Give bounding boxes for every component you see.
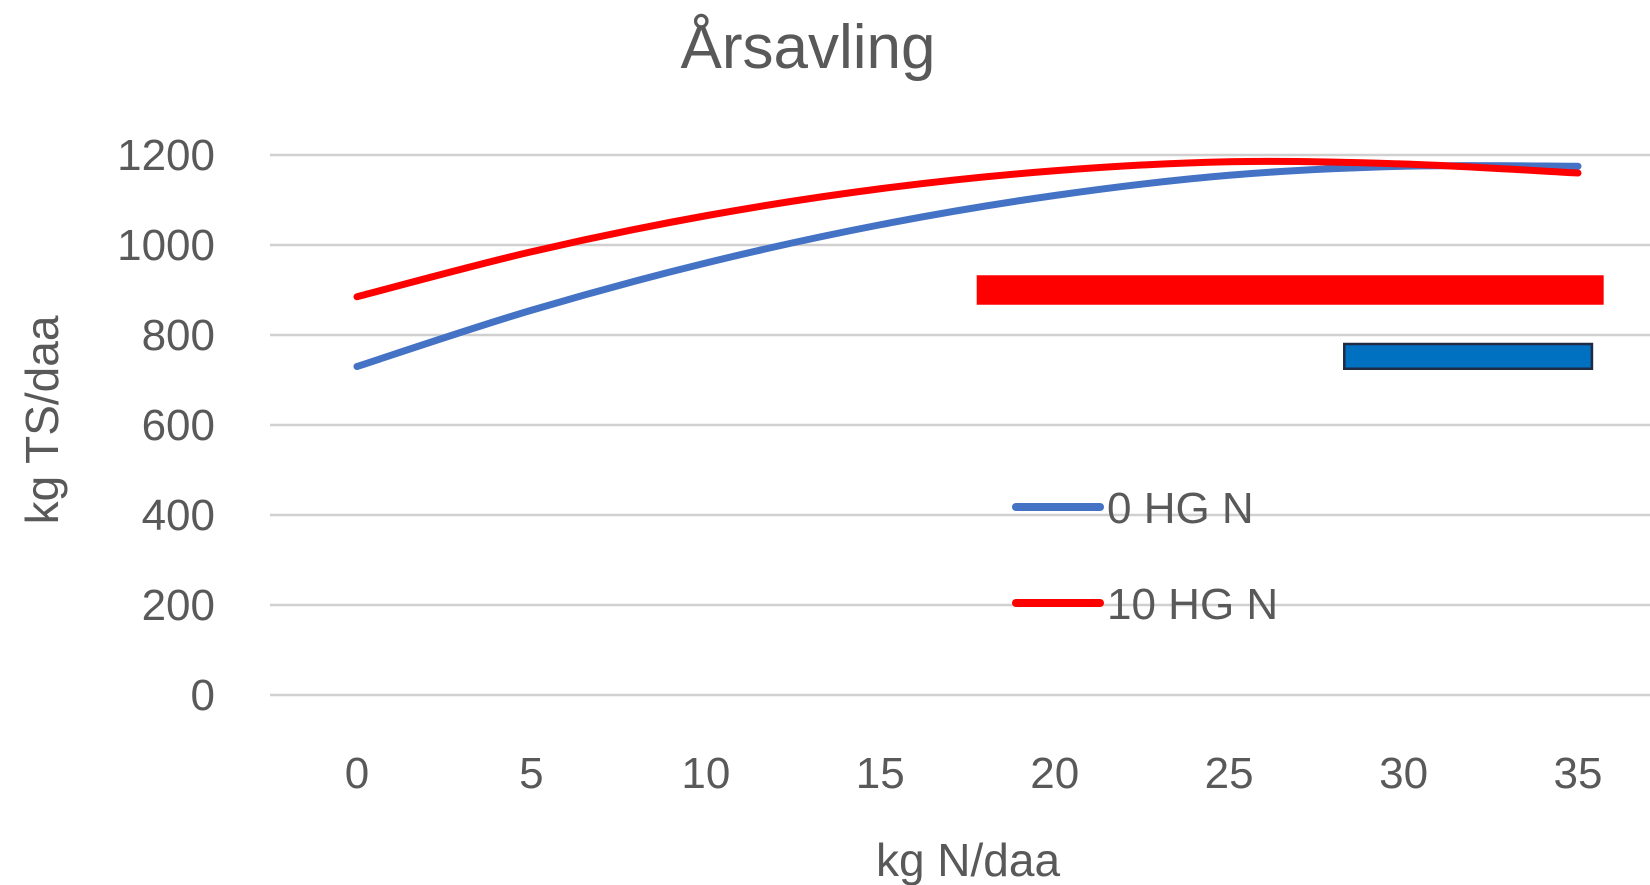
x-tick-label: 5 — [519, 749, 543, 798]
y-tick-label: 400 — [142, 491, 215, 540]
legend-label: 0 HG N — [1107, 484, 1254, 533]
series-line — [353, 157, 1582, 301]
y-tick-label: 0 — [191, 671, 215, 720]
x-tick-label: 10 — [681, 749, 730, 798]
series-line — [353, 162, 1582, 370]
x-axis-title: kg N/daa — [876, 834, 1061, 885]
y-axis-title: kg TS/daa — [16, 315, 68, 524]
range-bars — [976, 275, 1604, 370]
x-tick-label: 20 — [1030, 749, 1079, 798]
series-lines — [353, 157, 1582, 370]
x-tick-label: 35 — [1554, 749, 1603, 798]
x-axis-ticks: 0 5 10 15 20 25 30 35 — [345, 749, 1603, 798]
y-axis-ticks: 0 200 400 600 800 1000 1200 — [117, 131, 215, 720]
chart-title: Årsavling — [681, 13, 936, 82]
legend-label: 10 HG N — [1107, 580, 1278, 629]
x-tick-label: 30 — [1379, 749, 1428, 798]
x-tick-label: 15 — [856, 749, 905, 798]
y-tick-label: 1000 — [117, 221, 215, 270]
y-tick-label: 800 — [142, 311, 215, 360]
legend: 0 HG N 10 HG N — [1012, 484, 1278, 629]
range-bar — [976, 275, 1604, 305]
grid-layer — [270, 153, 1650, 697]
x-tick-label: 0 — [345, 749, 369, 798]
x-tick-label: 25 — [1205, 749, 1254, 798]
y-tick-label: 600 — [142, 401, 215, 450]
range-bar — [1343, 342, 1594, 370]
y-tick-label: 200 — [142, 581, 215, 630]
y-tick-label: 1200 — [117, 131, 215, 180]
